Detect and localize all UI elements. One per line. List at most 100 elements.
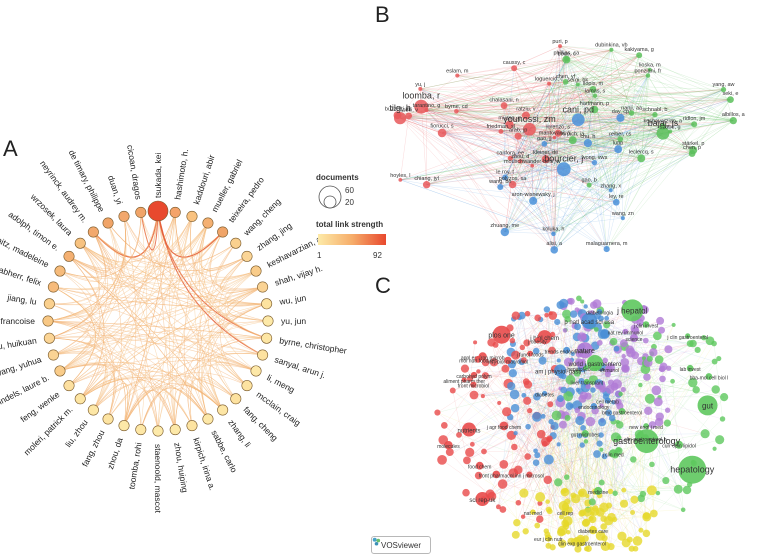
journal-node[interactable]: [609, 337, 618, 346]
journal-node[interactable]: [607, 488, 614, 495]
journal-node[interactable]: [574, 545, 582, 553]
journal-node[interactable]: [588, 516, 594, 522]
author-node[interactable]: [562, 78, 569, 85]
journal-node[interactable]: [520, 514, 526, 519]
author-node[interactable]: [591, 159, 598, 166]
journal-node[interactable]: [492, 470, 501, 479]
journal-node[interactable]: [604, 397, 611, 404]
journal-node[interactable]: [654, 355, 664, 364]
author-node[interactable]: [620, 216, 625, 221]
journal-node[interactable]: [445, 448, 454, 457]
journal-node[interactable]: [638, 527, 644, 533]
author-node[interactable]: [230, 393, 242, 405]
journal-node[interactable]: [584, 546, 590, 552]
journal-node[interactable]: [617, 531, 627, 541]
journal-node[interactable]: [673, 484, 683, 494]
author-node[interactable]: [529, 196, 538, 205]
journal-node[interactable]: [577, 332, 587, 342]
journal-node[interactable]: [570, 351, 575, 356]
journal-node[interactable]: [631, 351, 640, 360]
author-node[interactable]: [118, 210, 130, 222]
author-node[interactable]: [500, 227, 510, 237]
journal-node[interactable]: [682, 485, 692, 495]
journal-node[interactable]: [527, 407, 533, 414]
author-node[interactable]: [511, 65, 518, 72]
author-node[interactable]: [500, 102, 508, 109]
author-node[interactable]: [550, 246, 559, 254]
journal-node[interactable]: [560, 386, 568, 394]
journal-node[interactable]: [636, 319, 644, 327]
journal-node[interactable]: [583, 378, 590, 385]
journal-node[interactable]: [599, 502, 609, 513]
journal-node[interactable]: [700, 429, 710, 439]
journal-node[interactable]: [654, 417, 664, 427]
journal-node[interactable]: [545, 499, 550, 504]
author-node[interactable]: [508, 180, 517, 189]
journal-node[interactable]: [626, 536, 633, 543]
author-node[interactable]: [551, 231, 556, 237]
author-node[interactable]: [202, 413, 214, 425]
journal-node[interactable]: [630, 510, 636, 515]
author-node[interactable]: [405, 112, 413, 120]
author-node[interactable]: [424, 108, 429, 113]
journal-node[interactable]: [476, 369, 481, 374]
author-node[interactable]: [541, 155, 550, 164]
author-node[interactable]: [616, 113, 625, 122]
author-node[interactable]: [688, 150, 696, 157]
journal-node[interactable]: [642, 321, 650, 328]
journal-node[interactable]: [644, 393, 655, 404]
journal-node[interactable]: [574, 407, 581, 414]
author-node[interactable]: [552, 135, 557, 140]
journal-node[interactable]: [563, 391, 574, 402]
author-node[interactable]: [530, 163, 535, 168]
journal-node[interactable]: [558, 500, 569, 511]
author-node[interactable]: [507, 155, 513, 161]
journal-node[interactable]: [692, 386, 700, 394]
journal-node[interactable]: [544, 312, 549, 318]
journal-node[interactable]: [585, 416, 596, 427]
author-node[interactable]: [608, 188, 613, 193]
journal-node[interactable]: [504, 356, 512, 365]
journal-node[interactable]: [575, 415, 585, 426]
author-node[interactable]: [502, 174, 509, 181]
author-node[interactable]: [564, 56, 570, 62]
journal-node[interactable]: [576, 295, 582, 302]
journal-node[interactable]: [502, 407, 512, 417]
journal-node[interactable]: [612, 490, 618, 496]
journal-node[interactable]: [604, 371, 611, 378]
journal-node[interactable]: [697, 395, 718, 416]
author-node[interactable]: [568, 136, 577, 145]
journal-node[interactable]: [461, 377, 467, 383]
author-node[interactable]: [541, 141, 548, 147]
journal-node[interactable]: [565, 375, 576, 385]
journal-node[interactable]: [533, 448, 538, 454]
journal-node[interactable]: [597, 309, 603, 315]
journal-node[interactable]: [712, 446, 717, 451]
journal-node[interactable]: [559, 514, 564, 520]
journal-node[interactable]: [664, 345, 673, 354]
journal-node[interactable]: [589, 506, 594, 511]
journal-node[interactable]: [619, 339, 628, 348]
author-node[interactable]: [87, 226, 99, 238]
journal-node[interactable]: [521, 392, 527, 398]
author-node[interactable]: [612, 198, 620, 206]
journal-node[interactable]: [525, 423, 531, 430]
journal-node[interactable]: [630, 495, 639, 504]
journal-node[interactable]: [469, 441, 475, 447]
journal-node[interactable]: [554, 318, 561, 326]
journal-node[interactable]: [598, 432, 604, 438]
journal-node[interactable]: [590, 403, 598, 410]
journal-node[interactable]: [563, 357, 573, 367]
author-node[interactable]: [729, 116, 737, 125]
journal-node[interactable]: [648, 421, 657, 429]
journal-node[interactable]: [642, 512, 651, 520]
journal-node[interactable]: [577, 488, 588, 498]
journal-node[interactable]: [513, 430, 518, 436]
journal-node[interactable]: [475, 461, 484, 470]
journal-node[interactable]: [481, 448, 487, 455]
journal-node[interactable]: [499, 506, 507, 513]
author-node[interactable]: [135, 206, 147, 218]
journal-node[interactable]: [637, 494, 645, 503]
journal-node[interactable]: [534, 452, 541, 459]
author-node[interactable]: [558, 44, 562, 49]
